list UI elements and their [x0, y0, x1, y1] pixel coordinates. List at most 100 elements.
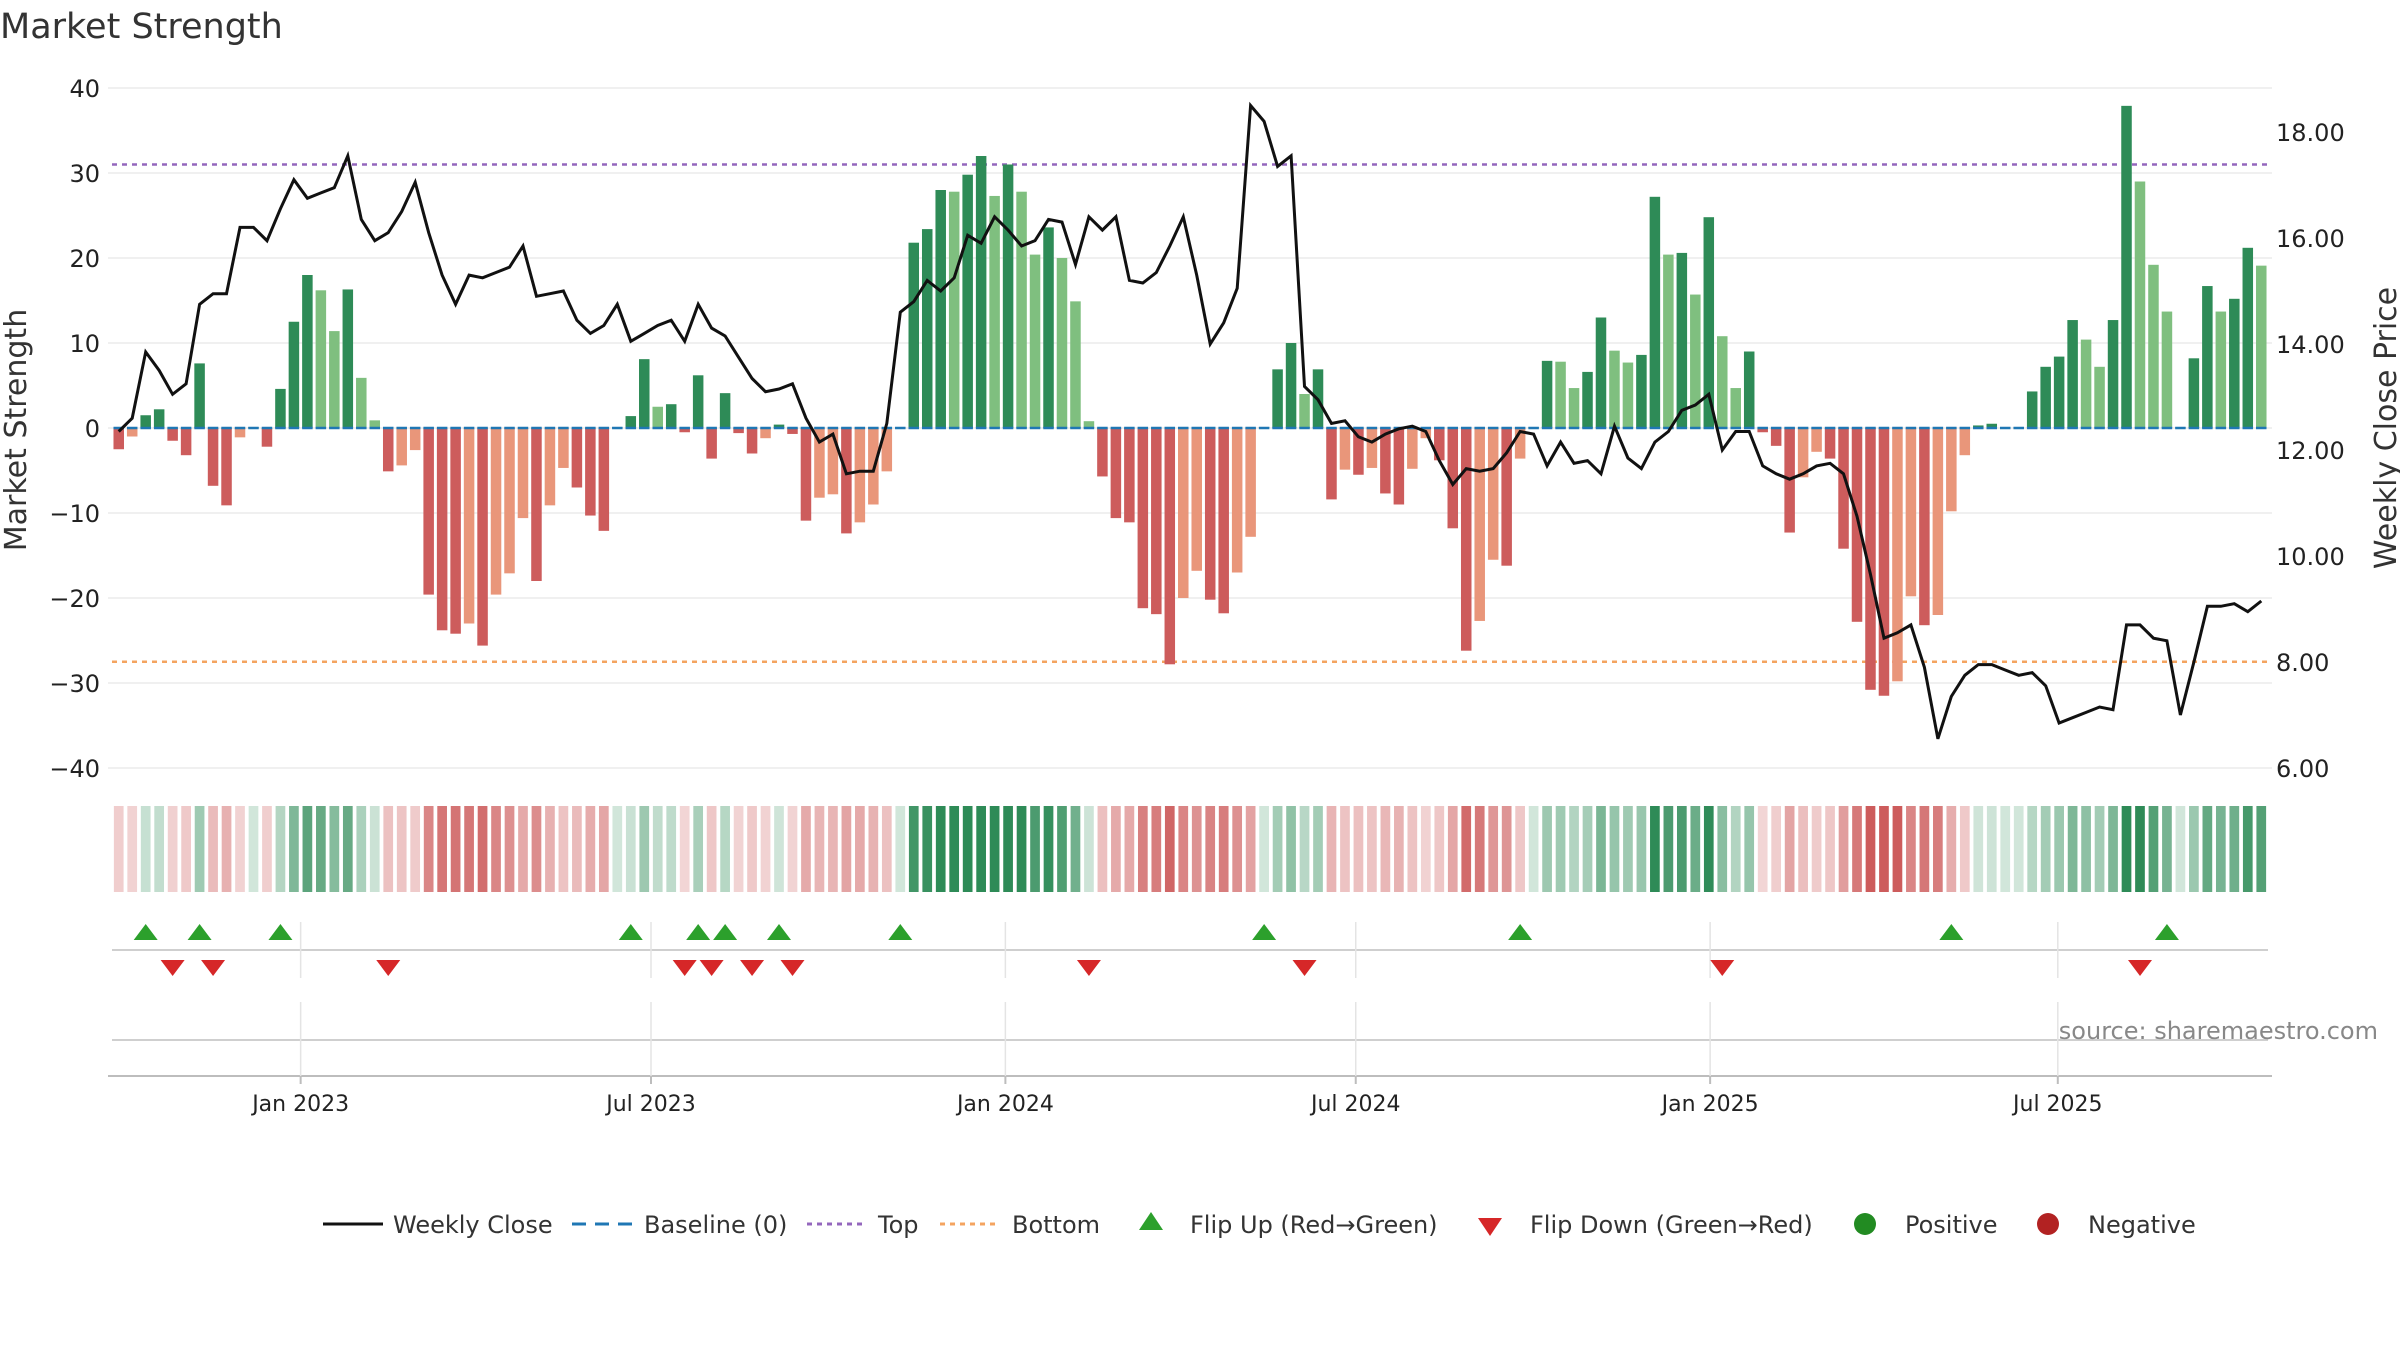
- regime-cell: [1906, 806, 1916, 892]
- regime-cell: [1043, 806, 1054, 892]
- strength-bar: [2094, 366, 2105, 428]
- strength-bar: [2134, 181, 2146, 428]
- strength-bar: [1501, 428, 1512, 566]
- legend-baseline: Baseline (0): [644, 1211, 787, 1239]
- strength-bar: [1380, 428, 1391, 494]
- y-tick-label: −40: [49, 755, 100, 783]
- strength-bar: [733, 428, 744, 434]
- x-tick-label: Jan 2025: [1660, 1092, 1759, 1117]
- strength-bar: [1514, 428, 1526, 459]
- regime-cell: [2135, 806, 2145, 892]
- strength-bar: [234, 428, 246, 438]
- regime-cell: [1286, 806, 1296, 892]
- lower-grid: [299, 1002, 2059, 1076]
- y-tick-label: 10: [69, 330, 100, 358]
- strength-bar: [544, 428, 556, 506]
- regime-cell: [531, 806, 542, 892]
- regime-cell: [1030, 806, 1040, 892]
- flip-up-markers: [133, 924, 2179, 940]
- strength-bar: [598, 428, 610, 531]
- strength-bar: [1393, 428, 1405, 505]
- regime-cell: [2215, 806, 2226, 892]
- flip-up-marker: [1508, 924, 1533, 940]
- strength-bar: [275, 388, 286, 428]
- strength-bar: [1299, 394, 1310, 428]
- strength-bar: [1676, 252, 1688, 428]
- strength-bar: [2053, 356, 2065, 428]
- chart-title: Market Strength: [0, 7, 283, 47]
- regime-cell: [1690, 806, 1701, 892]
- strength-bar: [409, 428, 421, 451]
- strength-bar: [1757, 428, 1768, 433]
- legend-flip-down-swatch: [1478, 1218, 1502, 1236]
- regime-cell: [450, 806, 461, 892]
- strength-bar: [194, 363, 205, 428]
- regime-cell: [1933, 806, 1943, 892]
- regime-cell: [2162, 806, 2172, 892]
- regime-cell: [1959, 806, 1970, 892]
- strength-bar: [342, 289, 354, 428]
- regime-cell: [2229, 806, 2240, 892]
- regime-cell: [1946, 806, 1957, 892]
- strength-bar: [1811, 428, 1822, 452]
- regime-cell: [1852, 806, 1862, 892]
- regime-cell: [2256, 806, 2267, 892]
- regime-cell: [491, 806, 501, 892]
- regime-cell: [1474, 806, 1485, 892]
- y2-tick-label: 16.00: [2276, 225, 2345, 253]
- regime-cell: [585, 806, 596, 892]
- strength-bar: [787, 428, 798, 434]
- strength-bar: [2256, 265, 2267, 428]
- legend-flip-up-swatch: [1139, 1212, 1163, 1230]
- regime-cell: [208, 806, 218, 892]
- strength-bar: [382, 428, 394, 472]
- strength-bar: [126, 428, 138, 437]
- strength-bar: [369, 420, 381, 428]
- regime-cell: [1825, 806, 1835, 892]
- flip-up-marker: [767, 924, 792, 940]
- regime-cell: [154, 806, 165, 892]
- regime-cell: [1394, 806, 1404, 892]
- strength-bar: [167, 428, 178, 441]
- reference-lines: [112, 163, 2268, 663]
- legend-weekly-close: Weekly Close: [393, 1211, 553, 1239]
- regime-cell: [1919, 806, 1930, 892]
- regime-cell: [1771, 806, 1782, 892]
- strength-bar: [302, 275, 313, 428]
- regime-cell: [113, 806, 124, 892]
- strength-bar: [1434, 428, 1445, 461]
- strength-bar: [1568, 388, 1580, 428]
- strength-bar: [288, 321, 300, 428]
- regime-cell: [248, 806, 259, 892]
- regime-cell: [1178, 806, 1189, 892]
- strength-bar: [975, 156, 987, 428]
- strength-bar: [1663, 254, 1674, 428]
- strength-bar: [1824, 428, 1836, 459]
- regime-cell: [1380, 806, 1391, 892]
- regime-cell: [2175, 806, 2186, 892]
- strength-bar: [1124, 428, 1135, 523]
- regime-cell: [1003, 806, 1013, 892]
- strength-bar: [639, 359, 650, 428]
- regime-cell: [2108, 806, 2118, 892]
- lower-panel: Jan 2023 Jul 2023 Jan 2024 Jul 2024 Jan 2025…: [108, 1002, 2378, 1117]
- x-tick-label: Jan 2023: [250, 1092, 349, 1117]
- strength-bar: [706, 428, 717, 459]
- x-axis: Jan 2023 Jul 2023 Jan 2024 Jul 2024 Jan 2025…: [250, 1076, 2103, 1117]
- strength-bar: [585, 428, 596, 516]
- strength-bar: [2161, 311, 2173, 428]
- regime-cell: [801, 806, 811, 892]
- regime-cell: [262, 806, 272, 892]
- strength-bar: [1932, 428, 1944, 615]
- regime-cell: [1650, 806, 1660, 892]
- strength-bar: [1717, 336, 1728, 428]
- regime-cell: [1137, 806, 1148, 892]
- regime-cell: [329, 806, 340, 892]
- strength-bar: [463, 428, 475, 624]
- regime-cell: [639, 806, 650, 892]
- flip-up-marker: [2154, 924, 2179, 940]
- y-tick-label: 40: [69, 75, 100, 103]
- regime-cell: [2242, 806, 2253, 892]
- strength-bar: [1043, 227, 1054, 428]
- strength-bar: [746, 428, 758, 454]
